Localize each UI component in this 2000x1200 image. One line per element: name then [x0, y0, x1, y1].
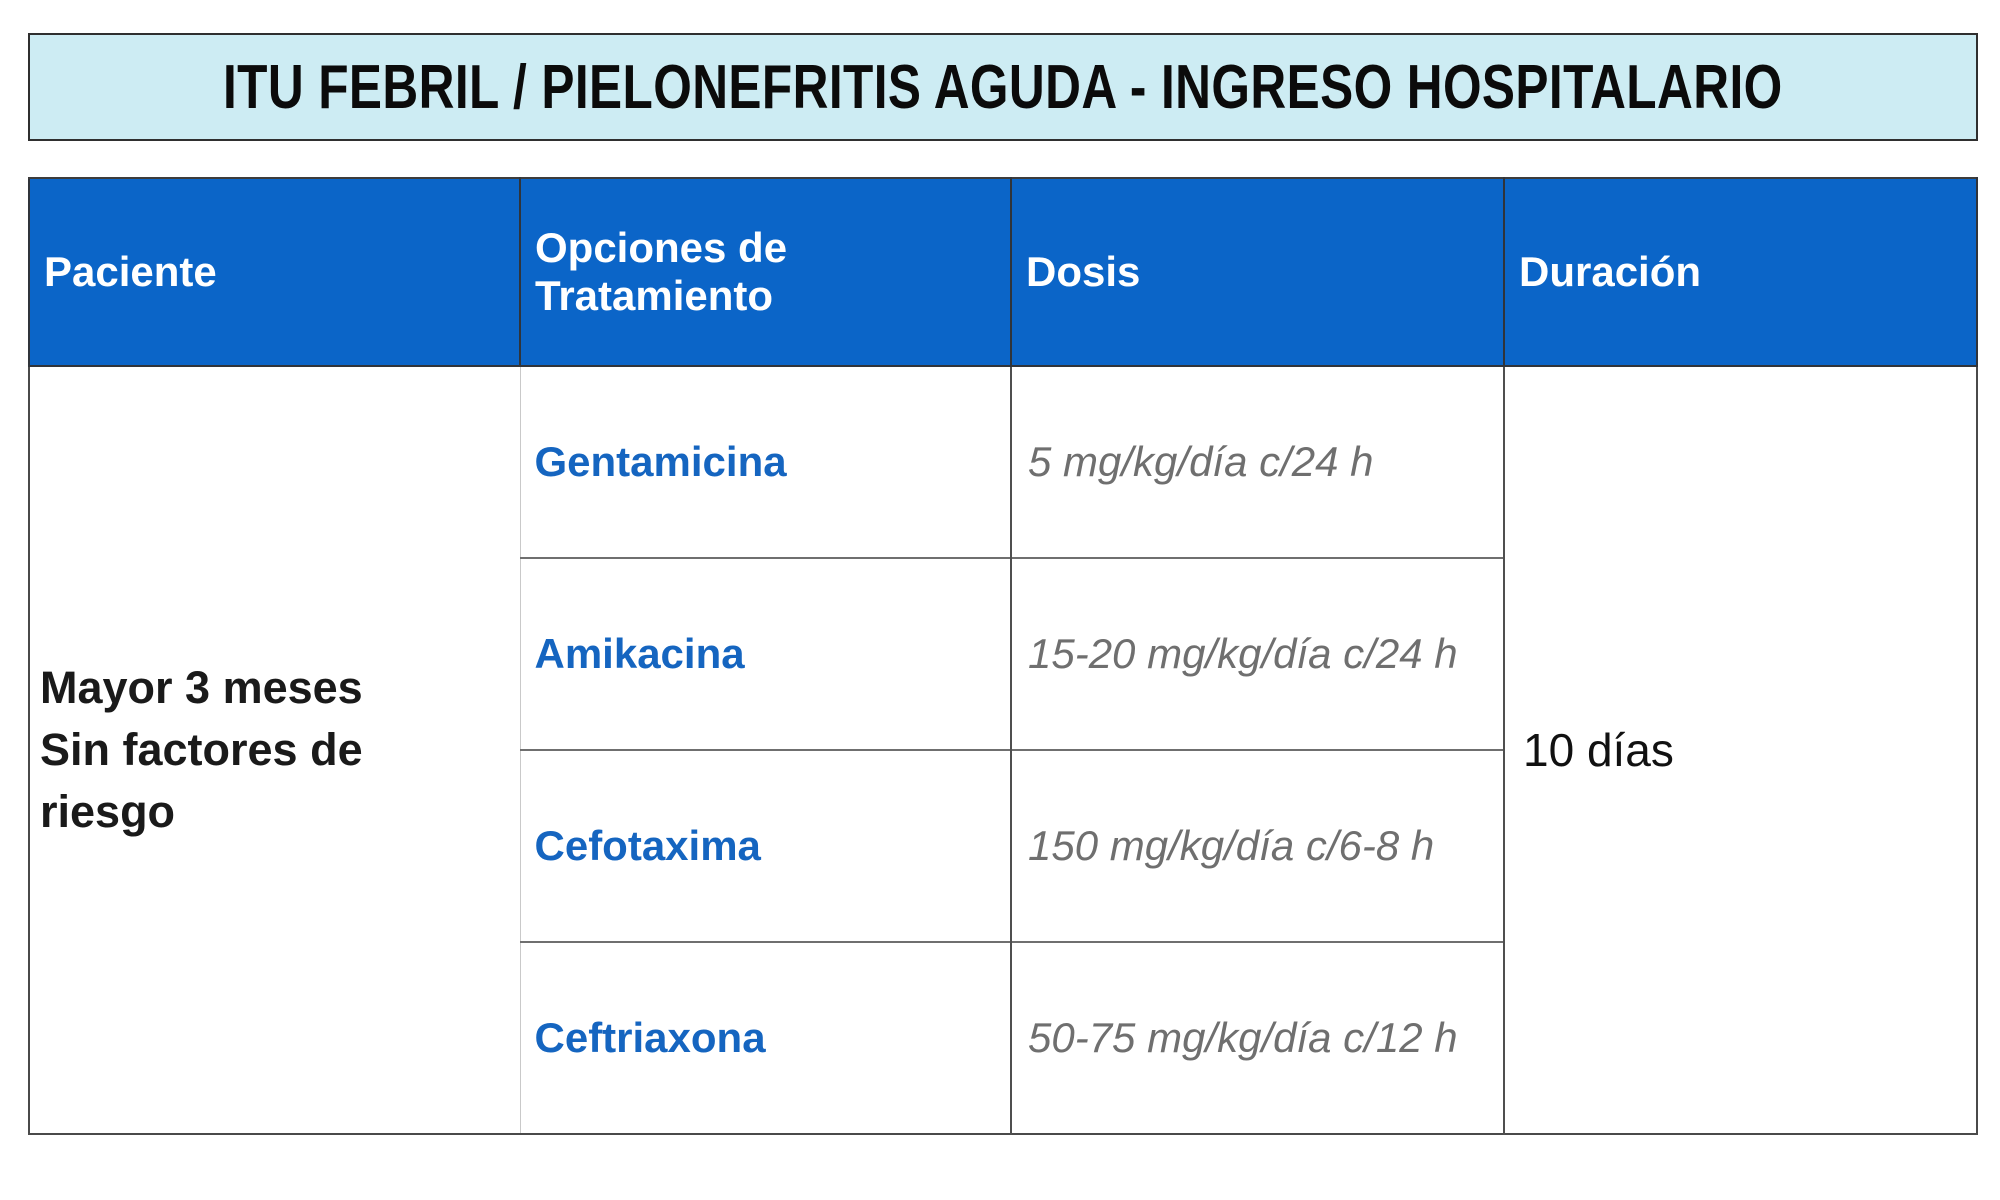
dose-amikacina: 15-20 mg/kg/día c/24 h: [1011, 557, 1505, 750]
dose-gentamicina: 5 mg/kg/día c/24 h: [1011, 366, 1505, 558]
drug-name-gentamicina: Gentamicina: [519, 366, 1012, 558]
duration-cell: 10 días: [1503, 366, 1977, 1134]
header-row: Paciente Opciones de Tratamiento Dosis D…: [28, 177, 1978, 367]
header-paciente: Paciente: [28, 177, 521, 367]
table-row: Cefotaxima 150 mg/kg/día c/6-8 h: [29, 749, 1977, 942]
drug-name-cefotaxima: Cefotaxima: [519, 749, 1012, 942]
table-row: Mayor 3 meses Sin factores de riesgo Gen…: [29, 366, 1977, 1134]
header-duracion: Duración: [1503, 177, 1978, 367]
title-banner: ITU FEBRIL / PIELONEFRITIS AGUDA - INGRE…: [28, 33, 1978, 141]
table-row: Ceftriaxona 50-75 mg/kg/día c/12 h: [29, 941, 1977, 1134]
table-row: Amikacina 15-20 mg/kg/día c/24 h: [29, 557, 1977, 750]
dose-cefotaxima: 150 mg/kg/día c/6-8 h: [1011, 749, 1505, 942]
page-title: ITU FEBRIL / PIELONEFRITIS AGUDA - INGRE…: [223, 52, 1783, 122]
drug-name-ceftriaxona: Ceftriaxona: [519, 941, 1012, 1134]
dose-ceftriaxona: 50-75 mg/kg/día c/12 h: [1011, 941, 1505, 1134]
drug-name-amikacina: Amikacina: [519, 557, 1012, 750]
header-dosis: Dosis: [1010, 177, 1505, 367]
header-opciones: Opciones de Tratamiento: [519, 177, 1012, 367]
treatment-table: Paciente Opciones de Tratamiento Dosis D…: [28, 177, 1978, 1135]
patient-cell: Mayor 3 meses Sin factores de riesgo: [29, 366, 521, 1134]
